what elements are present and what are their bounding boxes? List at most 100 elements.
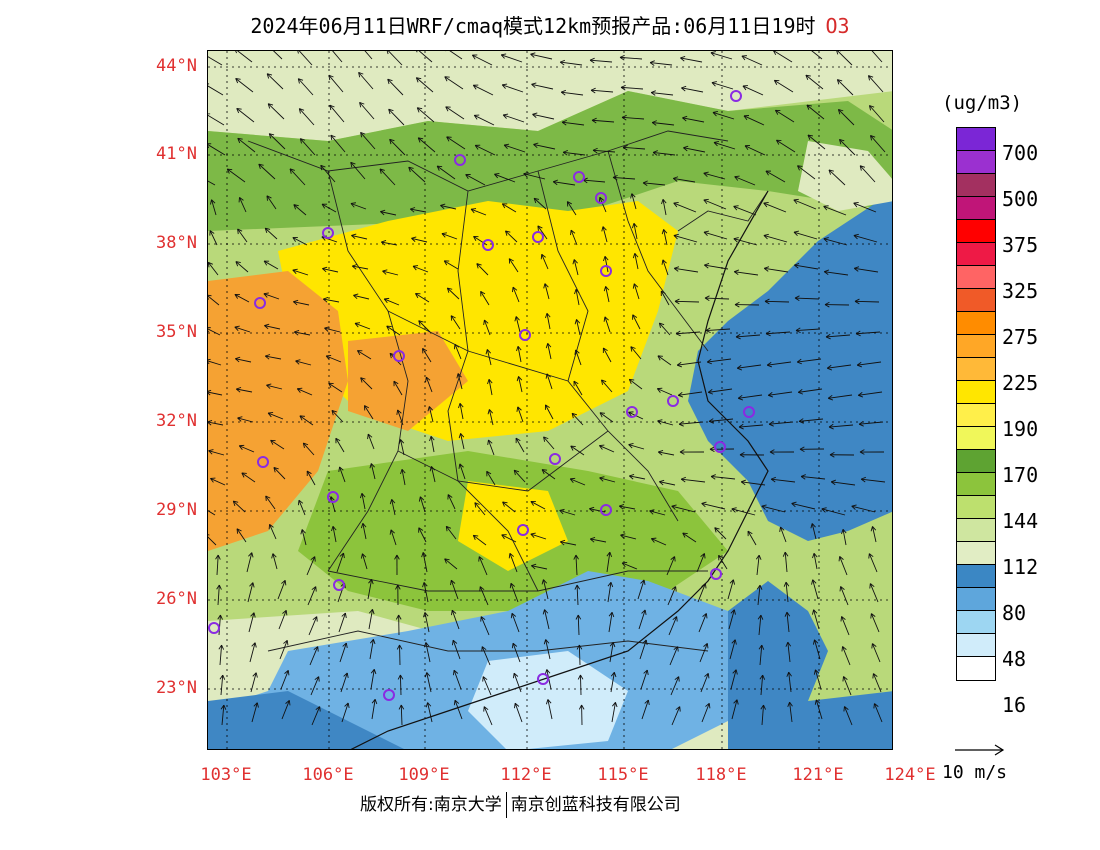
wind-vector bbox=[281, 700, 290, 720]
wind-vector-head bbox=[295, 359, 301, 362]
wind-vector-head bbox=[451, 609, 457, 614]
wind-vector bbox=[208, 295, 220, 306]
wind-vector bbox=[258, 163, 276, 180]
wind-vector-head bbox=[682, 117, 687, 122]
wind-vector bbox=[248, 612, 255, 633]
wind-vector-head bbox=[501, 534, 505, 540]
ozone-map[interactable] bbox=[207, 50, 893, 750]
wind-vector-head bbox=[632, 223, 635, 229]
wind-vector-head bbox=[487, 409, 490, 415]
wind-vector-head bbox=[387, 78, 393, 82]
wind-vector-head bbox=[810, 523, 813, 529]
wind-vector bbox=[324, 327, 341, 333]
wind-vector bbox=[629, 475, 646, 480]
legend-swatch bbox=[957, 565, 995, 588]
legend-swatch bbox=[957, 473, 995, 496]
wind-vector bbox=[671, 505, 696, 513]
wind-vector-head bbox=[425, 376, 427, 383]
wind-vector bbox=[674, 267, 699, 273]
wind-vector-head bbox=[787, 641, 792, 647]
wind-vector-head bbox=[400, 439, 405, 444]
wind-vector-head bbox=[590, 87, 596, 91]
wind-vector-head bbox=[633, 223, 638, 228]
wind-vector-head bbox=[395, 584, 399, 590]
wind-vector bbox=[350, 161, 366, 180]
wind-vector-head bbox=[268, 133, 272, 139]
wind-vector-head bbox=[603, 316, 606, 322]
wind-vector bbox=[707, 358, 732, 363]
wind-vector-head bbox=[544, 609, 549, 614]
wind-vector-head bbox=[759, 584, 763, 590]
wind-vector bbox=[701, 703, 710, 723]
wind-vector bbox=[701, 502, 726, 510]
wind-vector bbox=[530, 53, 553, 60]
wind-vector-head bbox=[644, 609, 647, 615]
wind-vector-head bbox=[267, 412, 272, 418]
wind-vector-head bbox=[612, 174, 618, 178]
lon-label-109: 109°E bbox=[398, 765, 450, 785]
wind-vector-head bbox=[836, 51, 839, 55]
wind-vector-head bbox=[836, 79, 840, 85]
wind-vector bbox=[388, 108, 405, 126]
wind-vector-head bbox=[511, 612, 517, 617]
wind-vector-head bbox=[737, 394, 743, 399]
wind-vector bbox=[473, 84, 494, 96]
wind-vector-head bbox=[454, 343, 460, 348]
wind-vector bbox=[418, 51, 433, 63]
wind-vector-head bbox=[656, 388, 661, 393]
wind-vector-head bbox=[798, 391, 804, 395]
wind-vector-head bbox=[733, 609, 736, 615]
wind-vector bbox=[472, 54, 493, 66]
wind-vector-head bbox=[306, 470, 312, 475]
wind-vector-head bbox=[621, 114, 627, 118]
wind-vector-head bbox=[226, 168, 230, 174]
wind-vector-head bbox=[811, 579, 814, 585]
wind-vector-head bbox=[287, 670, 290, 676]
wind-vector-head bbox=[450, 579, 456, 584]
wind-vector bbox=[220, 675, 224, 696]
wind-vector-head bbox=[578, 704, 583, 710]
wind-vector-head bbox=[703, 643, 708, 647]
wind-vector-head bbox=[734, 175, 740, 178]
wind-vector-head bbox=[544, 283, 549, 288]
wind-vector bbox=[331, 410, 344, 423]
wind-vector bbox=[667, 586, 677, 606]
legend-swatch bbox=[957, 358, 995, 381]
wind-vector-head bbox=[672, 616, 677, 621]
wind-vector-head bbox=[298, 78, 304, 81]
wind-vector-head bbox=[221, 644, 225, 650]
wind-vector bbox=[298, 500, 306, 516]
wind-vector-head bbox=[761, 644, 765, 650]
wind-vector bbox=[613, 176, 636, 180]
wind-vector-head bbox=[789, 701, 793, 707]
wind-vector-head bbox=[561, 89, 567, 93]
wind-vector-head bbox=[824, 301, 830, 305]
wind-vector bbox=[237, 417, 254, 423]
wind-vector-head bbox=[869, 105, 871, 111]
wind-vector-head bbox=[293, 299, 299, 303]
wind-vector-head bbox=[440, 203, 446, 206]
wind-vector-head bbox=[299, 108, 305, 111]
wind-vector bbox=[340, 672, 348, 693]
wind-vector bbox=[279, 640, 288, 660]
wind-vector bbox=[784, 552, 788, 573]
wind-vector-head bbox=[683, 145, 689, 149]
wind-vector-head bbox=[335, 437, 341, 442]
wind-vector bbox=[573, 259, 579, 276]
wind-vector-head bbox=[782, 551, 786, 557]
wind-vector-head bbox=[735, 333, 741, 338]
wind-vector-head bbox=[316, 616, 318, 622]
wind-vector bbox=[208, 262, 219, 276]
wind-vector-head bbox=[209, 230, 215, 234]
wind-vector-head bbox=[744, 145, 749, 151]
wind-vector-head bbox=[516, 406, 519, 412]
wind-vector bbox=[454, 344, 462, 360]
wind-vector bbox=[246, 552, 253, 573]
wind-vector-head bbox=[456, 373, 459, 379]
wind-vector-head bbox=[591, 119, 597, 124]
wind-vector bbox=[861, 478, 886, 483]
wind-vector bbox=[708, 388, 733, 393]
wind-vector bbox=[756, 555, 760, 576]
wind-vector-head bbox=[217, 554, 221, 560]
wind-vector-head bbox=[570, 445, 574, 451]
